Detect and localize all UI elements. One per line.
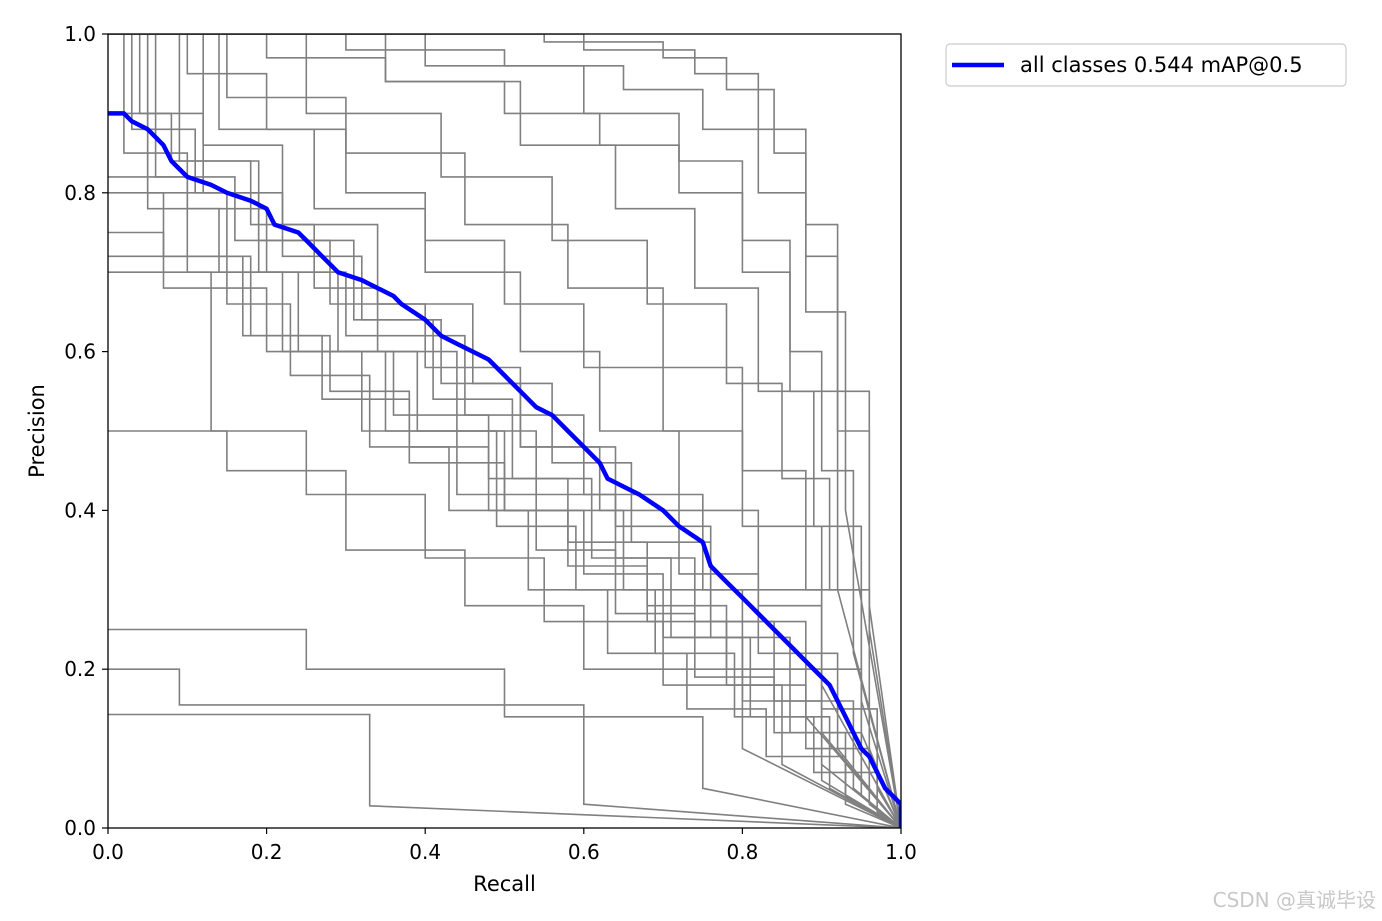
legend: all classes 0.544 mAP@0.5 <box>945 43 1347 87</box>
class-pr-curve-22 <box>108 255 901 828</box>
y-tick-label-1: 0.2 <box>64 657 96 681</box>
class-pr-curve-13 <box>108 34 901 828</box>
y-tick-label-0: 0.0 <box>64 816 96 840</box>
x-tick-label-4: 0.8 <box>726 840 758 864</box>
y-tick-label-3: 0.6 <box>64 340 96 364</box>
y-axis-label: Precision <box>25 384 49 478</box>
x-axis-label: Recall <box>473 872 536 896</box>
y-tick-label-5: 1.0 <box>64 22 96 46</box>
legend-box <box>945 43 1347 87</box>
class-pr-curve-25 <box>108 34 901 828</box>
class-pr-curve-20 <box>108 34 901 828</box>
class-pr-curve-16 <box>108 34 901 828</box>
x-tick-label-2: 0.4 <box>409 840 441 864</box>
class-pr-curve-7 <box>108 34 901 828</box>
class-pr-curve-1 <box>108 713 901 828</box>
x-tick-label-3: 0.6 <box>568 840 600 864</box>
class-pr-curve-23 <box>108 34 901 828</box>
y-tick-label-4: 0.8 <box>64 181 96 205</box>
class-pr-curve-3 <box>108 628 901 828</box>
x-tick-label-5: 1.0 <box>885 840 917 864</box>
y-tick-label-2: 0.4 <box>64 498 96 522</box>
class-pr-curve-21 <box>108 34 901 828</box>
class-pr-curve-24 <box>108 34 901 828</box>
class-pr-curve-27 <box>108 176 901 828</box>
class-pr-curve-17 <box>108 34 901 828</box>
all-classes-pr-curve <box>108 111 901 828</box>
plot-frame <box>107 33 902 829</box>
x-tick-label-0: 0.0 <box>92 840 124 864</box>
class-pr-curve-28 <box>108 34 901 828</box>
legend-label-all-classes: all classes 0.544 mAP@0.5 <box>1020 53 1303 77</box>
class-pr-curve-26 <box>108 34 901 828</box>
x-tick-label-1: 0.2 <box>251 840 283 864</box>
class-pr-curve-19 <box>108 192 901 828</box>
watermark: CSDN @真诚毕设 <box>1212 888 1376 912</box>
class-pr-curve-2 <box>108 668 901 828</box>
